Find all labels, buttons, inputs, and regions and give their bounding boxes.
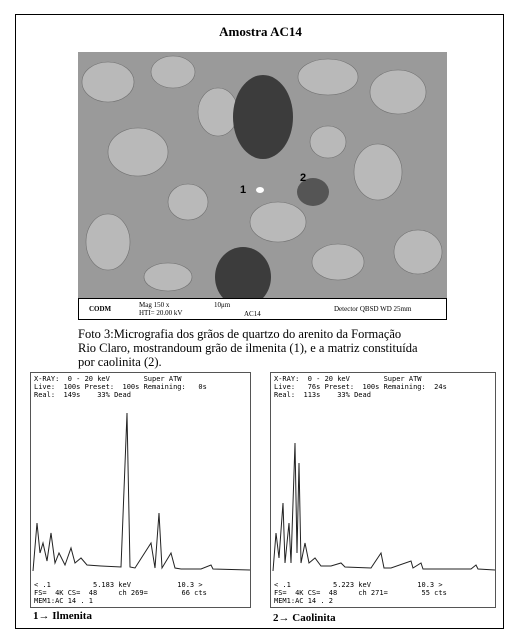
header-line: Real: 149s 33% Dead [34, 391, 247, 399]
logo: CODM [89, 305, 111, 313]
caption-line: Foto 3:Micrografia dos grãos de quartzo … [78, 327, 458, 341]
caption-line: por caolinita (2). [78, 355, 458, 369]
header-line: X-RAY: 0 - 20 keV Super ATW [34, 375, 247, 383]
spectrum-label: 1→ Ilmenita [33, 610, 92, 622]
detector: Detector QBSD WD 25mm [334, 305, 411, 313]
caption: Foto 3:Micrografia dos grãos de quartzo … [78, 327, 458, 369]
spectrum-label: 2→ Caolinita [273, 612, 336, 624]
mag: Mag 150 x [139, 301, 169, 309]
voltage: HTI= 20.00 kV [139, 309, 182, 317]
footer-line: MEM1:AC 14 . 1 [34, 597, 247, 605]
sample: AC14 [244, 310, 261, 318]
scale: 10μm [214, 301, 230, 309]
footer-line: FS= 4K CS= 48 ch 269= 66 cts [34, 589, 247, 597]
header-line: Live: 76s Preset: 100s Remaining: 24s [274, 383, 492, 391]
spectrum-footer: < .1 5.223 keV 10.3 >FS= 4K CS= 48 ch 27… [274, 581, 492, 605]
spectrum-plot [31, 403, 251, 573]
header-line: Live: 100s Preset: 100s Remaining: 0s [34, 383, 247, 391]
info-bar: CODM Mag 150 x HTI= 20.00 kV 10μm AC14 D… [78, 298, 447, 320]
title: Amostra AC14 [0, 24, 521, 40]
footer-line: MEM1:AC 14 . 2 [274, 597, 492, 605]
micrograph [78, 52, 447, 298]
footer-line: < .1 5.183 keV 10.3 > [34, 581, 247, 589]
footer-line: FS= 4K CS= 48 ch 271= 55 cts [274, 589, 492, 597]
spectrum-plot [271, 403, 496, 573]
spectrum-footer: < .1 5.183 keV 10.3 >FS= 4K CS= 48 ch 26… [34, 581, 247, 605]
header-line: Real: 113s 33% Dead [274, 391, 492, 399]
caption-line: Rio Claro, mostrandoum grão de ilmenita … [78, 341, 458, 355]
marker: 1 [240, 184, 246, 196]
marker: 2 [300, 172, 306, 184]
header-line: X-RAY: 0 - 20 keV Super ATW [274, 375, 492, 383]
page: {"title": "Amostra AC14", "micrograph": … [0, 0, 521, 623]
footer-line: < .1 5.223 keV 10.3 > [274, 581, 492, 589]
